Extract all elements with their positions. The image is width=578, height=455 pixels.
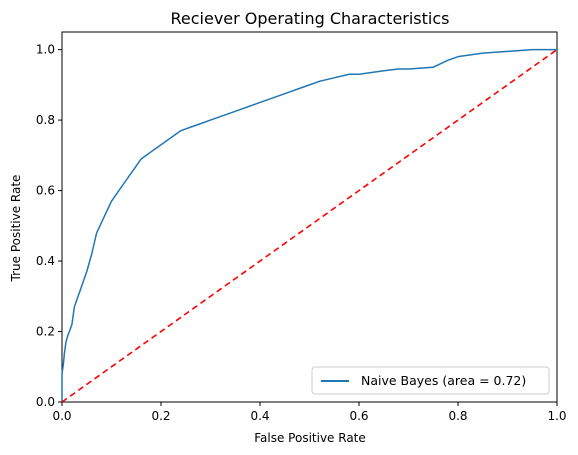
x-axis-ticks: 0.0 0.2 0.4 0.6 0.8 1.0 [52, 402, 567, 423]
y-axis-label: True Positive Rate [9, 175, 23, 283]
x-tick-label: 0.4 [250, 409, 269, 423]
series-0-roc [61, 48, 557, 402]
y-tick-label: 1.0 [36, 43, 55, 57]
y-tick-label: 0.6 [36, 184, 55, 198]
y-axis-ticks: 0.0 0.2 0.4 0.6 0.8 1.0 [36, 43, 62, 409]
series-1-diagonal [61, 48, 558, 403]
chart-title: Reciever Operating Characteristics [170, 9, 449, 28]
plot-area: 0.0 0.2 0.4 0.6 0.8 1.0 0.0 0.2 0.4 0.6 0.8 1.0 [36, 31, 567, 423]
y-tick-label: 0.0 [36, 395, 55, 409]
legend: Naive Bayes (area = 0.72) [311, 366, 550, 395]
x-tick-label: 0.6 [349, 409, 368, 423]
x-tick-label: 0.0 [52, 409, 71, 423]
series-line-0 [61, 48, 557, 402]
y-tick-label: 0.4 [36, 254, 55, 268]
y-tick-label: 0.8 [36, 113, 55, 127]
x-tick-label: 0.2 [151, 409, 170, 423]
legend-box [311, 366, 550, 395]
series-line-1 [61, 48, 558, 403]
y-tick-label: 0.2 [36, 325, 55, 339]
plot-frame [61, 31, 558, 403]
x-tick-label: 0.8 [448, 409, 467, 423]
x-tick-label: 1.0 [547, 409, 566, 423]
legend-label-naive-bayes: Naive Bayes (area = 0.72) [361, 373, 526, 388]
x-axis-label: False Positive Rate [254, 431, 366, 445]
series-layer [61, 48, 558, 403]
